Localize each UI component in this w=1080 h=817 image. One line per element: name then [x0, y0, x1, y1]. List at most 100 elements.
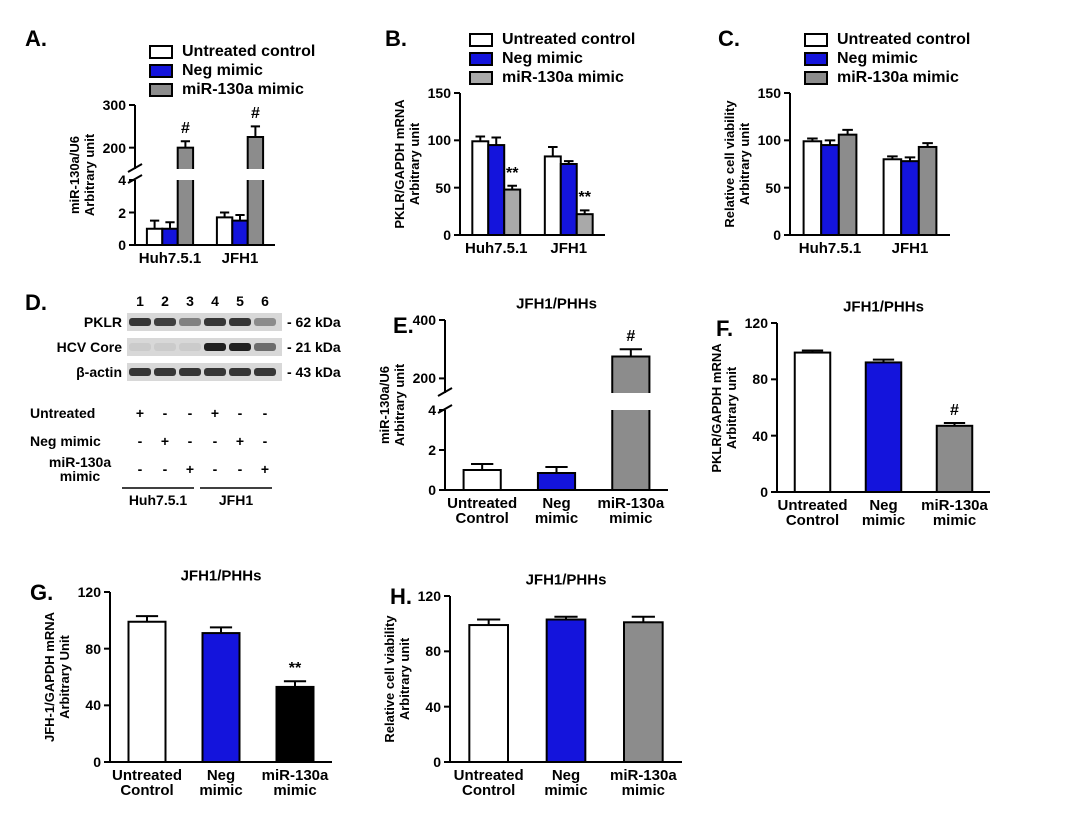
treatment-sign: -	[137, 461, 143, 477]
legend-swatch	[469, 52, 493, 66]
chart-title: JFH1/PHHs	[516, 295, 597, 313]
error-bar	[554, 615, 578, 620]
bar	[246, 136, 265, 246]
bar	[215, 216, 234, 246]
error-bar	[219, 211, 230, 218]
x-tick-label: Untreated Control	[453, 767, 524, 799]
blot-band	[179, 368, 201, 376]
panel-label: C.	[718, 26, 740, 51]
treatment-sign: +	[235, 433, 245, 449]
bar	[543, 155, 562, 236]
blot-band	[254, 343, 276, 351]
bar	[900, 160, 920, 236]
bar	[882, 158, 903, 236]
treatment-sign: -	[212, 461, 218, 477]
y-tick-label: 0	[760, 484, 768, 500]
legend-label: Untreated control	[502, 31, 636, 48]
treatment-sign: -	[237, 405, 243, 421]
treatment-label: Untreated	[30, 405, 96, 421]
treatment-sign: -	[187, 433, 193, 449]
error-bar	[545, 466, 568, 473]
bar	[503, 188, 522, 236]
treatment-sign: -	[237, 461, 243, 477]
legend-swatch	[149, 45, 173, 59]
treatment-label: Neg mimic	[30, 433, 101, 449]
bar	[611, 355, 651, 491]
y-tick-label: 2	[428, 442, 436, 458]
x-tick-label: miR-130a mimic	[261, 767, 329, 799]
x-tick-label: Huh7.5.1	[464, 240, 528, 257]
legend-label: miR-130a mimic	[502, 69, 624, 86]
error-bar	[471, 463, 494, 470]
bar	[462, 469, 502, 491]
annotation: #	[180, 120, 190, 138]
axis-break-gap	[127, 169, 275, 180]
error-bar	[801, 349, 824, 353]
y-tick-label: 150	[427, 85, 451, 101]
treatment-sign: -	[262, 405, 268, 421]
annotation: #	[950, 401, 959, 419]
error-bar	[922, 142, 933, 147]
bar	[161, 227, 179, 246]
lane-number: 1	[136, 293, 144, 309]
legend-swatch	[469, 71, 493, 85]
legend-swatch	[469, 33, 493, 47]
bar	[145, 227, 164, 246]
blot-band	[154, 318, 176, 326]
protein-label: β-actin	[76, 364, 122, 380]
bar	[471, 140, 490, 236]
y-axis-label: PKLR/GAPDH mRNA Arbitrary unit	[392, 99, 422, 229]
y-tick-label: 4	[428, 402, 436, 418]
x-tick-label: Huh7.5.1	[798, 240, 862, 257]
bar	[575, 213, 594, 237]
legend-label: Untreated control	[182, 43, 316, 60]
y-axis-label: Relative cell viability Arbitrary unit	[382, 615, 412, 743]
error-bar	[180, 140, 191, 148]
panel-label: B.	[385, 26, 407, 51]
blot-band	[229, 318, 251, 326]
x-tick-label: miR-130a mimic	[921, 497, 988, 529]
chart-title: JFH1/PHHs	[180, 567, 262, 585]
panel-label: F.	[716, 316, 734, 341]
bar	[864, 361, 903, 493]
bar	[127, 620, 167, 763]
error-bar	[475, 135, 486, 142]
y-tick-label: 80	[85, 640, 101, 657]
error-bar	[563, 160, 574, 164]
y-tick-label: 80	[752, 371, 768, 388]
treatment-sign: -	[137, 433, 143, 449]
size-label: - 62 kDa	[287, 314, 341, 330]
bar	[545, 618, 587, 763]
bar	[793, 351, 832, 494]
blot-band	[229, 343, 251, 351]
annotation: #	[250, 105, 260, 123]
bar	[917, 145, 938, 237]
blot-band	[179, 343, 201, 351]
blot-band	[154, 343, 176, 351]
error-bar	[579, 209, 590, 215]
bar	[935, 424, 974, 493]
legend-label: Neg mimic	[182, 62, 263, 79]
error-bar	[235, 213, 245, 221]
error-bar	[887, 155, 898, 160]
panel-label: D.	[25, 290, 47, 315]
error-bar	[491, 136, 502, 146]
y-axis-label: JFH-1/GAPDH mRNA Arbitrary Unit	[42, 611, 72, 743]
y-tick-label: 80	[425, 643, 441, 660]
bar	[820, 144, 840, 236]
legend-swatch	[149, 64, 173, 78]
y-tick-label: 2	[118, 204, 126, 221]
error-bar	[631, 615, 655, 623]
y-tick-label: 120	[744, 315, 768, 331]
chart-title: JFH1/PHHs	[843, 298, 924, 316]
blot-band	[229, 368, 251, 376]
error-bar	[165, 221, 175, 229]
blot-band	[129, 343, 151, 351]
annotation: **	[505, 164, 519, 182]
group-label: JFH1	[218, 492, 254, 508]
lane-number: 6	[261, 293, 269, 309]
x-tick-label: Neg mimic	[199, 767, 243, 799]
legend-swatch	[804, 52, 828, 66]
x-tick-label: miR-130a mimic	[597, 495, 665, 527]
